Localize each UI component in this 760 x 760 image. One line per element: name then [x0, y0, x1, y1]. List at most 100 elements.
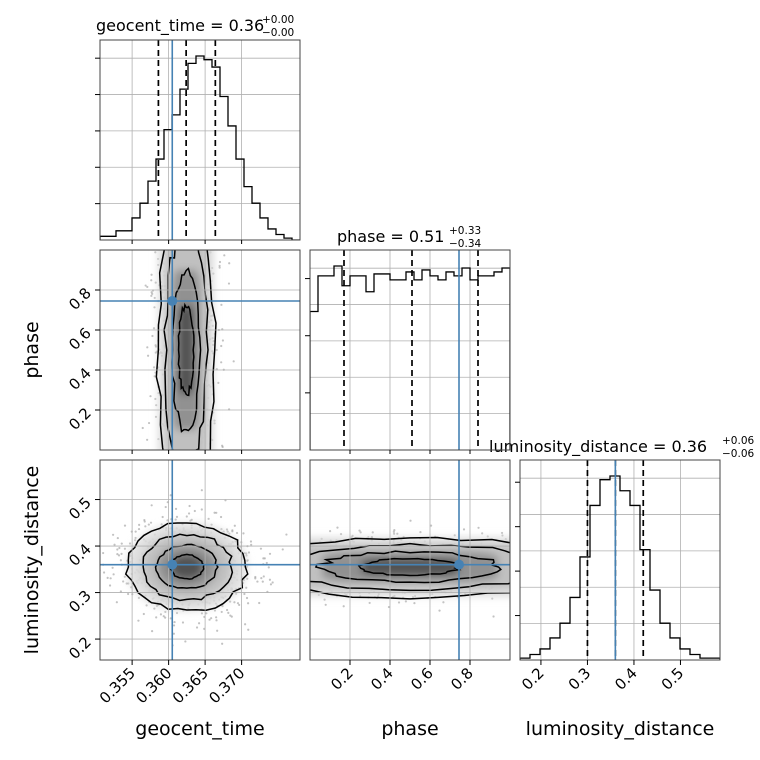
sample-point	[221, 524, 223, 526]
sample-point	[128, 542, 132, 545]
sample-point	[589, 569, 591, 571]
sample-point	[220, 528, 223, 531]
sample-point	[287, 559, 289, 561]
sample-point	[622, 559, 624, 561]
sample-point	[566, 589, 568, 591]
sample-point	[151, 292, 154, 295]
sample-point	[186, 484, 188, 486]
sample-point	[301, 560, 303, 562]
sample-point	[521, 536, 523, 538]
xtick-label: 0.355	[96, 664, 139, 707]
sample-point	[196, 101, 198, 103]
sample-point	[150, 279, 153, 282]
sample-point	[244, 623, 247, 626]
sample-point	[178, 462, 180, 464]
sample-point	[218, 264, 221, 267]
sample-point	[215, 348, 218, 352]
sample-point	[245, 552, 248, 555]
sample-point	[223, 254, 226, 257]
sample-point	[286, 543, 288, 545]
xtick-label: 0.2	[518, 664, 548, 694]
sample-point	[150, 504, 153, 507]
sample-point	[300, 560, 302, 562]
sample-point	[562, 563, 564, 565]
truth-marker	[454, 559, 464, 570]
sample-point	[176, 462, 178, 464]
sample-point	[268, 578, 272, 581]
sample-point	[596, 570, 598, 572]
contour-line	[124, 522, 249, 611]
sample-point	[275, 574, 277, 576]
sample-point	[194, 242, 196, 244]
hist-panel-phase	[309, 249, 511, 451]
sample-point	[302, 573, 304, 575]
xtick-label: 0.365	[169, 664, 212, 707]
ytick-marks	[305, 278, 310, 394]
sample-point	[630, 559, 632, 561]
sample-point	[181, 462, 183, 464]
sample-point	[279, 572, 281, 574]
title-geocent-time-plus: +0.00	[262, 14, 294, 26]
sample-point	[549, 563, 551, 565]
sample-point	[302, 558, 304, 560]
sample-point	[641, 567, 643, 569]
sample-point	[199, 456, 201, 458]
sample-point	[187, 464, 189, 466]
sample-point	[564, 566, 566, 568]
sample-point	[265, 553, 267, 555]
sample-point	[582, 553, 584, 555]
sample-point	[177, 458, 179, 460]
sample-point	[152, 193, 154, 195]
ytick-label: 0.4	[65, 364, 95, 394]
sample-point	[173, 215, 175, 217]
sample-point	[553, 584, 555, 586]
title-luminosity-distance-plus: +0.06	[722, 435, 754, 447]
sample-point	[200, 508, 203, 511]
sample-point	[281, 558, 283, 560]
sample-point	[561, 551, 563, 553]
sample-point	[175, 515, 179, 518]
sample-point	[610, 569, 612, 571]
sample-point	[187, 512, 191, 515]
sample-point	[195, 210, 197, 212]
sample-point	[187, 476, 189, 478]
sample-point	[186, 456, 188, 458]
sample-point	[157, 479, 159, 481]
sample-point	[517, 566, 519, 568]
sample-point	[281, 595, 283, 597]
sample-point	[201, 216, 203, 218]
ytick-label: 0.4	[65, 540, 95, 570]
sample-point	[170, 504, 172, 506]
sample-point	[190, 195, 192, 197]
sample-point	[213, 609, 217, 612]
sample-point	[162, 245, 164, 247]
sample-point	[486, 535, 489, 538]
sample-point	[302, 561, 304, 563]
sample-point	[268, 556, 270, 558]
sample-point	[618, 573, 620, 575]
sample-point	[560, 556, 562, 558]
sample-point	[514, 550, 516, 552]
panel-border	[519, 459, 721, 661]
sample-point	[167, 454, 169, 456]
sample-point	[303, 567, 305, 569]
sample-point	[510, 570, 512, 572]
sample-point	[173, 620, 176, 624]
sample-point	[592, 606, 594, 608]
sample-point	[164, 228, 166, 230]
sample-point	[553, 544, 555, 546]
sample-point	[254, 577, 257, 580]
sample-point	[143, 520, 146, 523]
sample-point	[205, 612, 208, 615]
sample-point	[590, 560, 592, 562]
sample-point	[329, 530, 332, 533]
sample-point	[200, 612, 204, 615]
xtick-labels-phase: 0.2 0.4 0.6 0.8	[327, 660, 477, 694]
sample-point	[629, 580, 631, 582]
sample-point	[644, 588, 646, 590]
sample-point	[173, 197, 175, 199]
sample-point	[164, 505, 167, 509]
sample-point	[515, 577, 517, 579]
sample-point	[453, 534, 456, 537]
